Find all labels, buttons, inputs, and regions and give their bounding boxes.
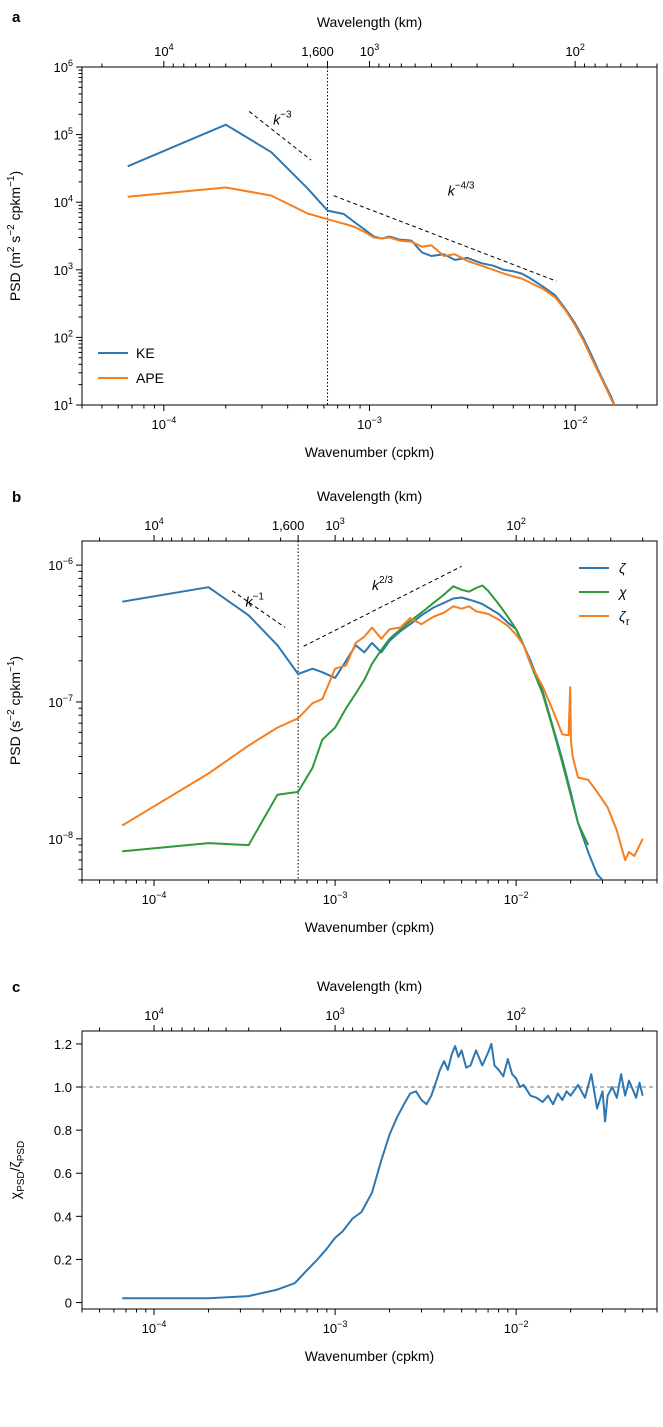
x-axis-label: Wavenumber (cpkm) bbox=[305, 444, 434, 460]
panel-a: a 10−4 10−3 10−2 Wavenumber (cpkm) 104 103 102 1… bbox=[6, 9, 658, 460]
legend-label: ζτ bbox=[619, 608, 631, 628]
top-tick-label: 103 bbox=[325, 516, 344, 533]
slope-guide-label: k−3 bbox=[273, 110, 292, 128]
y-tick-label: 101 bbox=[54, 396, 73, 413]
series-group bbox=[127, 123, 616, 405]
series-group bbox=[122, 1042, 644, 1300]
x-tick-label: 10−2 bbox=[563, 415, 588, 432]
y-tick-label: 103 bbox=[54, 261, 73, 278]
y-tick-label: 10−8 bbox=[48, 830, 73, 847]
y-tick-label: 0 bbox=[65, 1296, 72, 1311]
y-tick-label: 106 bbox=[54, 58, 73, 75]
y-tick-label: 0.8 bbox=[54, 1123, 72, 1138]
y-axis-label: PSD (s−2 cpkm−1) bbox=[6, 656, 23, 765]
top-tick-label-1600: 1,600 bbox=[301, 44, 334, 59]
x-tick-label: 10−3 bbox=[357, 415, 382, 432]
y-tick-label: 10−7 bbox=[48, 693, 73, 710]
top-tick-label: 103 bbox=[360, 42, 379, 59]
x-tick-label: 10−2 bbox=[504, 1319, 529, 1336]
series-line-ratio bbox=[122, 1042, 644, 1300]
legend-label: APE bbox=[136, 370, 164, 386]
top-tick-label: 104 bbox=[144, 1006, 163, 1023]
top-tick-label: 103 bbox=[325, 1006, 344, 1023]
top-tick-label: 104 bbox=[154, 42, 173, 59]
x-axis-label: Wavenumber (cpkm) bbox=[305, 1348, 434, 1364]
x-axis-label: Wavenumber (cpkm) bbox=[305, 919, 434, 935]
y-tick-label: 104 bbox=[54, 193, 73, 210]
slope-guide-line bbox=[303, 565, 462, 647]
slope-guide-label: k2/3 bbox=[372, 575, 393, 593]
panel-letter: c bbox=[12, 979, 20, 996]
panel-b: b 10−4 10−3 10−2 Wavenumber (cpkm) 104 103 102 1… bbox=[6, 488, 658, 935]
slope-guide-line bbox=[231, 590, 286, 628]
y-tick-label: 105 bbox=[54, 126, 73, 143]
top-axis-label: Wavelength (km) bbox=[317, 14, 422, 30]
legend-label: χ bbox=[617, 584, 627, 600]
panel-letter: b bbox=[12, 489, 21, 506]
legend-label: ζ bbox=[619, 560, 627, 576]
series-line-APE bbox=[127, 186, 616, 405]
series-group bbox=[121, 584, 644, 880]
top-tick-label-1600: 1,600 bbox=[272, 518, 305, 533]
x-tick-label: 10−3 bbox=[323, 1319, 348, 1336]
series-line-KE bbox=[127, 123, 616, 405]
y-tick-label: 0.4 bbox=[54, 1209, 72, 1224]
panel-letter: a bbox=[12, 9, 21, 26]
y-tick-label: 0.2 bbox=[54, 1252, 72, 1267]
series-line-ζ bbox=[122, 586, 604, 880]
x-tick-label: 10−4 bbox=[142, 1319, 167, 1336]
legend-label: KE bbox=[136, 345, 155, 361]
y-tick-label: 10−6 bbox=[48, 556, 73, 573]
y-tick-label: 1.2 bbox=[54, 1037, 72, 1052]
slope-guide-label: k−4/3 bbox=[448, 181, 475, 199]
top-tick-label: 104 bbox=[144, 516, 163, 533]
x-tick-label: 10−3 bbox=[323, 890, 348, 907]
y-tick-label: 0.6 bbox=[54, 1166, 72, 1181]
plot-frame bbox=[81, 540, 658, 881]
y-axis-label: PSD (m2 s−2 cpkm−1) bbox=[6, 171, 23, 301]
top-tick-label: 102 bbox=[565, 42, 584, 59]
y-axis-label: χPSD/ζPSD bbox=[7, 1141, 27, 1200]
top-tick-label: 102 bbox=[506, 516, 525, 533]
x-tick-label: 10−4 bbox=[151, 415, 176, 432]
y-tick-label: 1.0 bbox=[54, 1080, 72, 1095]
x-tick-label: 10−4 bbox=[142, 890, 167, 907]
x-tick-label: 10−2 bbox=[504, 890, 529, 907]
plot-frame bbox=[81, 1030, 658, 1310]
panel-c: c 10−4 10−3 10−2 Wavenumber (cpkm) 104 103 102 W… bbox=[7, 978, 658, 1364]
top-axis-label: Wavelength (km) bbox=[317, 978, 422, 994]
slope-guide-label: k−1 bbox=[245, 591, 264, 609]
series-line-ζτ bbox=[121, 605, 644, 861]
top-axis-label: Wavelength (km) bbox=[317, 488, 422, 504]
y-tick-label: 102 bbox=[54, 329, 73, 346]
top-tick-label: 102 bbox=[506, 1006, 525, 1023]
series-line-χ bbox=[122, 584, 590, 853]
slope-guide-line bbox=[248, 111, 312, 161]
slope-guide-line bbox=[333, 195, 557, 282]
